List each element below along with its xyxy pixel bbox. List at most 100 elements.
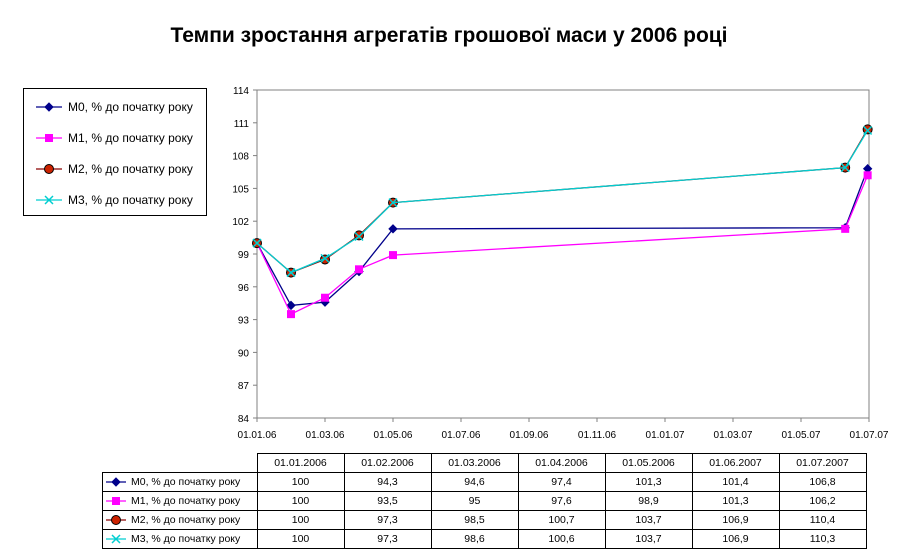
table-column-header: 01.03.2006	[430, 453, 519, 473]
data-point	[862, 124, 873, 135]
table-cell: 94,6	[430, 472, 519, 492]
legend-marker	[112, 497, 120, 506]
table-row-header: M1, % до початку року	[102, 491, 258, 511]
legend: M0, % до початку року M1, % до початку ро…	[23, 88, 207, 216]
table-row: M1, % до початку року 100 93,5 95 97,6 98,9 10…	[102, 491, 867, 511]
table-cell: 97,3	[343, 510, 432, 530]
data-point	[286, 268, 296, 278]
y-tick-label: 93	[238, 316, 250, 327]
table-row-label: M2, % до початку року	[131, 514, 241, 526]
table-cell: 100	[256, 472, 345, 492]
table-cell: 94,3	[343, 472, 432, 492]
data-point	[321, 293, 329, 302]
table-column-header: 01.02.2006	[343, 453, 432, 473]
data-point	[389, 251, 397, 260]
series-4	[252, 125, 873, 278]
table-legend-key	[106, 534, 126, 544]
table-legend-key	[106, 477, 126, 487]
table-header-row: 01.01.2006 01.02.2006 01.03.2006 01.04.2006…	[103, 453, 867, 473]
plot-area	[256, 89, 870, 419]
table-row: M3, % до початку року 100 97,3 98,6 100,6 103…	[102, 529, 867, 549]
table-cell: 97,6	[517, 491, 606, 511]
x-tick-label: 01.03.07	[714, 430, 753, 441]
table-cell: 101,3	[604, 472, 693, 492]
table-cell: 103,7	[604, 510, 693, 530]
y-tick-label: 102	[232, 217, 249, 228]
table-row-label: M1, % до початку року	[131, 495, 241, 507]
table-cell: 110,3	[778, 529, 867, 549]
table-row-header: M3, % до початку року	[102, 529, 258, 549]
table-cell: 106,9	[691, 529, 780, 549]
table-cell: 97,3	[343, 529, 432, 549]
data-point	[863, 125, 873, 135]
legend-marker	[111, 515, 121, 526]
y-tick-label: 99	[238, 250, 250, 261]
legend-label: M1, % до початку року	[68, 131, 193, 145]
table-corner	[103, 454, 258, 473]
legend-swatch	[36, 195, 62, 205]
table-column-header: 01.07.2007	[778, 453, 867, 473]
table-cell: 98,5	[430, 510, 519, 530]
legend-label: M3, % до початку року	[68, 193, 193, 207]
y-tick-label: 96	[238, 283, 250, 294]
table-cell: 100	[256, 510, 345, 530]
legend-marker	[44, 102, 54, 112]
legend-swatch	[36, 134, 62, 142]
x-tick-label: 01.05.07	[782, 430, 821, 441]
x-tick-label: 01.07.06	[442, 430, 481, 441]
x-tick-label: 01.07.07	[850, 430, 889, 441]
data-table: 01.01.2006 01.02.2006 01.03.2006 01.04.2006…	[102, 453, 867, 549]
series-2	[253, 171, 872, 319]
table-cell: 95	[430, 491, 519, 511]
data-point	[286, 300, 296, 311]
table-cell: 100,6	[517, 529, 606, 549]
table-legend-key	[106, 515, 126, 526]
table-row-header: M2, % до початку року	[102, 510, 258, 530]
y-tick-label: 108	[232, 152, 249, 163]
table-row: M2, % до початку року 100 97,3 98,5 100,7 103…	[102, 510, 867, 530]
table-cell: 103,7	[604, 529, 693, 549]
table-cell: 106,8	[778, 472, 867, 492]
table-cell: 101,4	[691, 472, 780, 492]
data-point	[388, 224, 398, 234]
y-tick-label: 111	[234, 119, 250, 130]
legend-swatch	[36, 164, 62, 174]
x-tick-label: 01.11.06	[578, 430, 617, 441]
table-column-header: 01.04.2006	[517, 453, 606, 473]
x-tick-label: 01.01.07	[646, 430, 685, 441]
table-cell: 101,3	[691, 491, 780, 511]
legend-marker	[44, 164, 54, 174]
data-point	[287, 310, 295, 319]
legend-marker	[111, 534, 121, 544]
table-cell: 93,5	[343, 491, 432, 511]
y-tick-label: 105	[232, 184, 249, 195]
table-column-header: 01.05.2006	[604, 453, 693, 473]
data-point	[355, 265, 363, 274]
x-tick-label: 01.05.06	[374, 430, 413, 441]
table-row-label: M0, % до початку року	[131, 476, 241, 488]
y-tick-label: 84	[238, 414, 250, 425]
data-point	[320, 253, 330, 263]
x-tick-label: 01.03.06	[306, 430, 345, 441]
legend-label: M2, % до початку року	[68, 162, 193, 176]
table-cell: 98,9	[604, 491, 693, 511]
y-tick-label: 90	[238, 348, 250, 359]
data-point	[388, 198, 398, 208]
data-point	[252, 238, 262, 248]
legend-label: M0, % до початку року	[68, 100, 193, 114]
table-legend-key	[106, 497, 126, 506]
table-cell: 100	[256, 491, 345, 511]
data-point	[840, 163, 850, 173]
y-tick-label: 114	[233, 86, 249, 97]
table-column-header: 01.01.2006	[256, 453, 345, 473]
table-row-label: M3, % до початку року	[131, 533, 241, 545]
table-row-header: M0, % до початку року	[102, 472, 258, 492]
legend-marker	[44, 195, 54, 205]
table-cell: 106,2	[778, 491, 867, 511]
legend-marker	[45, 134, 53, 142]
table-cell: 100,7	[517, 510, 606, 530]
table-cell: 100	[256, 529, 345, 549]
data-point	[863, 171, 872, 180]
table-cell: 98,6	[430, 529, 519, 549]
